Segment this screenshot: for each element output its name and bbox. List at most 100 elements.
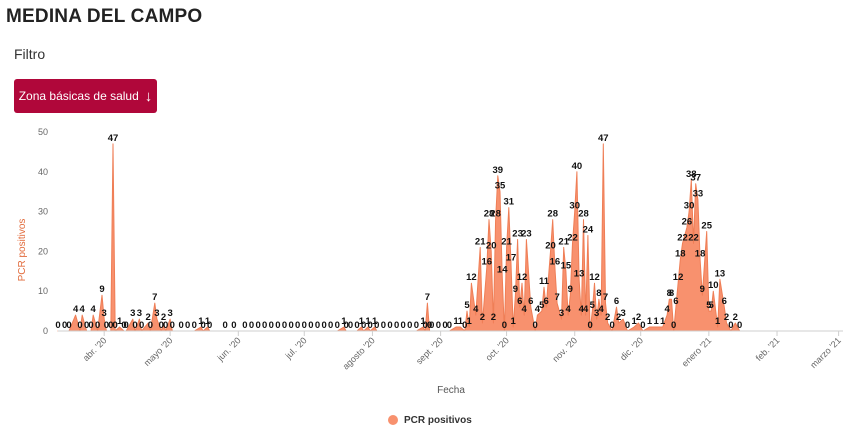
- data-label: 0: [242, 320, 247, 331]
- data-label: 3: [167, 308, 172, 319]
- data-label: 0: [262, 320, 267, 331]
- data-label: 4: [583, 304, 589, 315]
- data-label: 12: [466, 272, 477, 283]
- data-label: 0: [139, 320, 144, 331]
- data-label: 1: [631, 316, 637, 327]
- data-label: 0: [269, 320, 274, 331]
- x-tick-label: dic. '20: [618, 335, 645, 362]
- data-label: 0: [442, 320, 447, 331]
- data-label: 0: [295, 320, 300, 331]
- data-label: 0: [502, 320, 507, 331]
- data-label: 35: [495, 181, 506, 192]
- data-label: 2: [491, 312, 496, 323]
- data-label: 0: [436, 320, 441, 331]
- data-label: 0: [104, 320, 109, 331]
- data-label: 47: [108, 133, 119, 144]
- health-zone-filter-button[interactable]: Zona básicas de salud ↓: [14, 79, 157, 113]
- legend-marker: [388, 415, 398, 425]
- data-label: 0: [427, 320, 432, 331]
- series-area-path: [57, 143, 741, 332]
- data-label: 16: [550, 256, 561, 267]
- data-label: 0: [609, 320, 614, 331]
- data-label: 13: [574, 268, 585, 279]
- arrow-down-icon: ↓: [144, 87, 153, 105]
- data-label: 3: [620, 308, 625, 319]
- data-label: 3: [137, 308, 142, 319]
- data-label: 0: [66, 320, 71, 331]
- data-label: 0: [170, 320, 175, 331]
- data-label: 1: [420, 316, 426, 327]
- data-label: 4: [598, 304, 604, 315]
- data-label: 2: [636, 312, 641, 323]
- data-label: 5: [590, 300, 596, 311]
- data-label: 20: [545, 240, 556, 251]
- data-label: 15: [561, 260, 572, 271]
- data-label: 0: [55, 320, 60, 331]
- data-label: 4: [565, 304, 571, 315]
- page-title: MEDINA DEL CAMPO: [6, 6, 203, 27]
- data-label: 0: [368, 320, 373, 331]
- x-tick-label: feb. '21: [754, 335, 782, 363]
- data-label: 1: [647, 316, 653, 327]
- data-label: 0: [185, 320, 190, 331]
- data-label: 2: [146, 312, 151, 323]
- data-label: 0: [222, 320, 227, 331]
- data-label: 23: [521, 229, 532, 240]
- data-label: 30: [684, 201, 695, 212]
- data-label: 0: [249, 320, 254, 331]
- legend-label: PCR positivos: [404, 415, 472, 426]
- data-label: 2: [161, 312, 166, 323]
- data-label: 38: [686, 169, 697, 180]
- data-label: 1: [653, 316, 659, 327]
- y-tick-label: 30: [38, 207, 48, 217]
- data-label: 0: [361, 320, 366, 331]
- data-label: 0: [308, 320, 313, 331]
- data-label: 3: [102, 308, 107, 319]
- data-label: 18: [695, 248, 706, 259]
- data-label: 11: [539, 276, 550, 287]
- data-label: 0: [587, 320, 592, 331]
- data-label: 1: [372, 316, 378, 327]
- data-label: 0: [728, 320, 733, 331]
- data-label: 28: [484, 209, 495, 220]
- data-label: 0: [737, 320, 742, 331]
- x-tick-label: sept. '20: [414, 335, 445, 366]
- y-tick-label: 20: [38, 246, 48, 256]
- data-label: 6: [722, 296, 727, 307]
- data-label: 0: [328, 320, 333, 331]
- data-label: 26: [682, 217, 693, 228]
- data-label: 0: [207, 320, 212, 331]
- data-label: 14: [497, 264, 508, 275]
- data-label: 31: [504, 197, 515, 208]
- data-label: 9: [568, 284, 573, 295]
- data-label: 4: [664, 304, 670, 315]
- data-label: 6: [528, 296, 533, 307]
- data-label: 3: [594, 308, 599, 319]
- data-label: 0: [159, 320, 164, 331]
- data-label: 0: [447, 320, 452, 331]
- data-label: 12: [517, 272, 528, 283]
- data-label: 3: [130, 308, 135, 319]
- data-label: 0: [255, 320, 260, 331]
- data-label: 0: [414, 320, 419, 331]
- data-label: 13: [715, 268, 726, 279]
- data-label: 4: [73, 304, 79, 315]
- y-tick-label: 0: [43, 326, 48, 336]
- data-label: 25: [701, 221, 712, 232]
- legend[interactable]: PCR positivos: [388, 415, 472, 426]
- data-label: 12: [589, 272, 600, 283]
- data-label: 0: [387, 320, 392, 331]
- data-label: 8: [596, 288, 601, 299]
- data-label: 0: [124, 320, 129, 331]
- y-tick-label: 40: [38, 167, 48, 177]
- data-label: 22: [688, 232, 699, 243]
- data-label: 1: [341, 316, 347, 327]
- data-label: 6: [544, 296, 549, 307]
- data-label: 0: [321, 320, 326, 331]
- data-label: 12: [673, 272, 684, 283]
- data-label: 20: [486, 240, 497, 251]
- data-label: 3: [559, 308, 564, 319]
- data-label: 0: [275, 320, 280, 331]
- data-label: 18: [675, 248, 686, 259]
